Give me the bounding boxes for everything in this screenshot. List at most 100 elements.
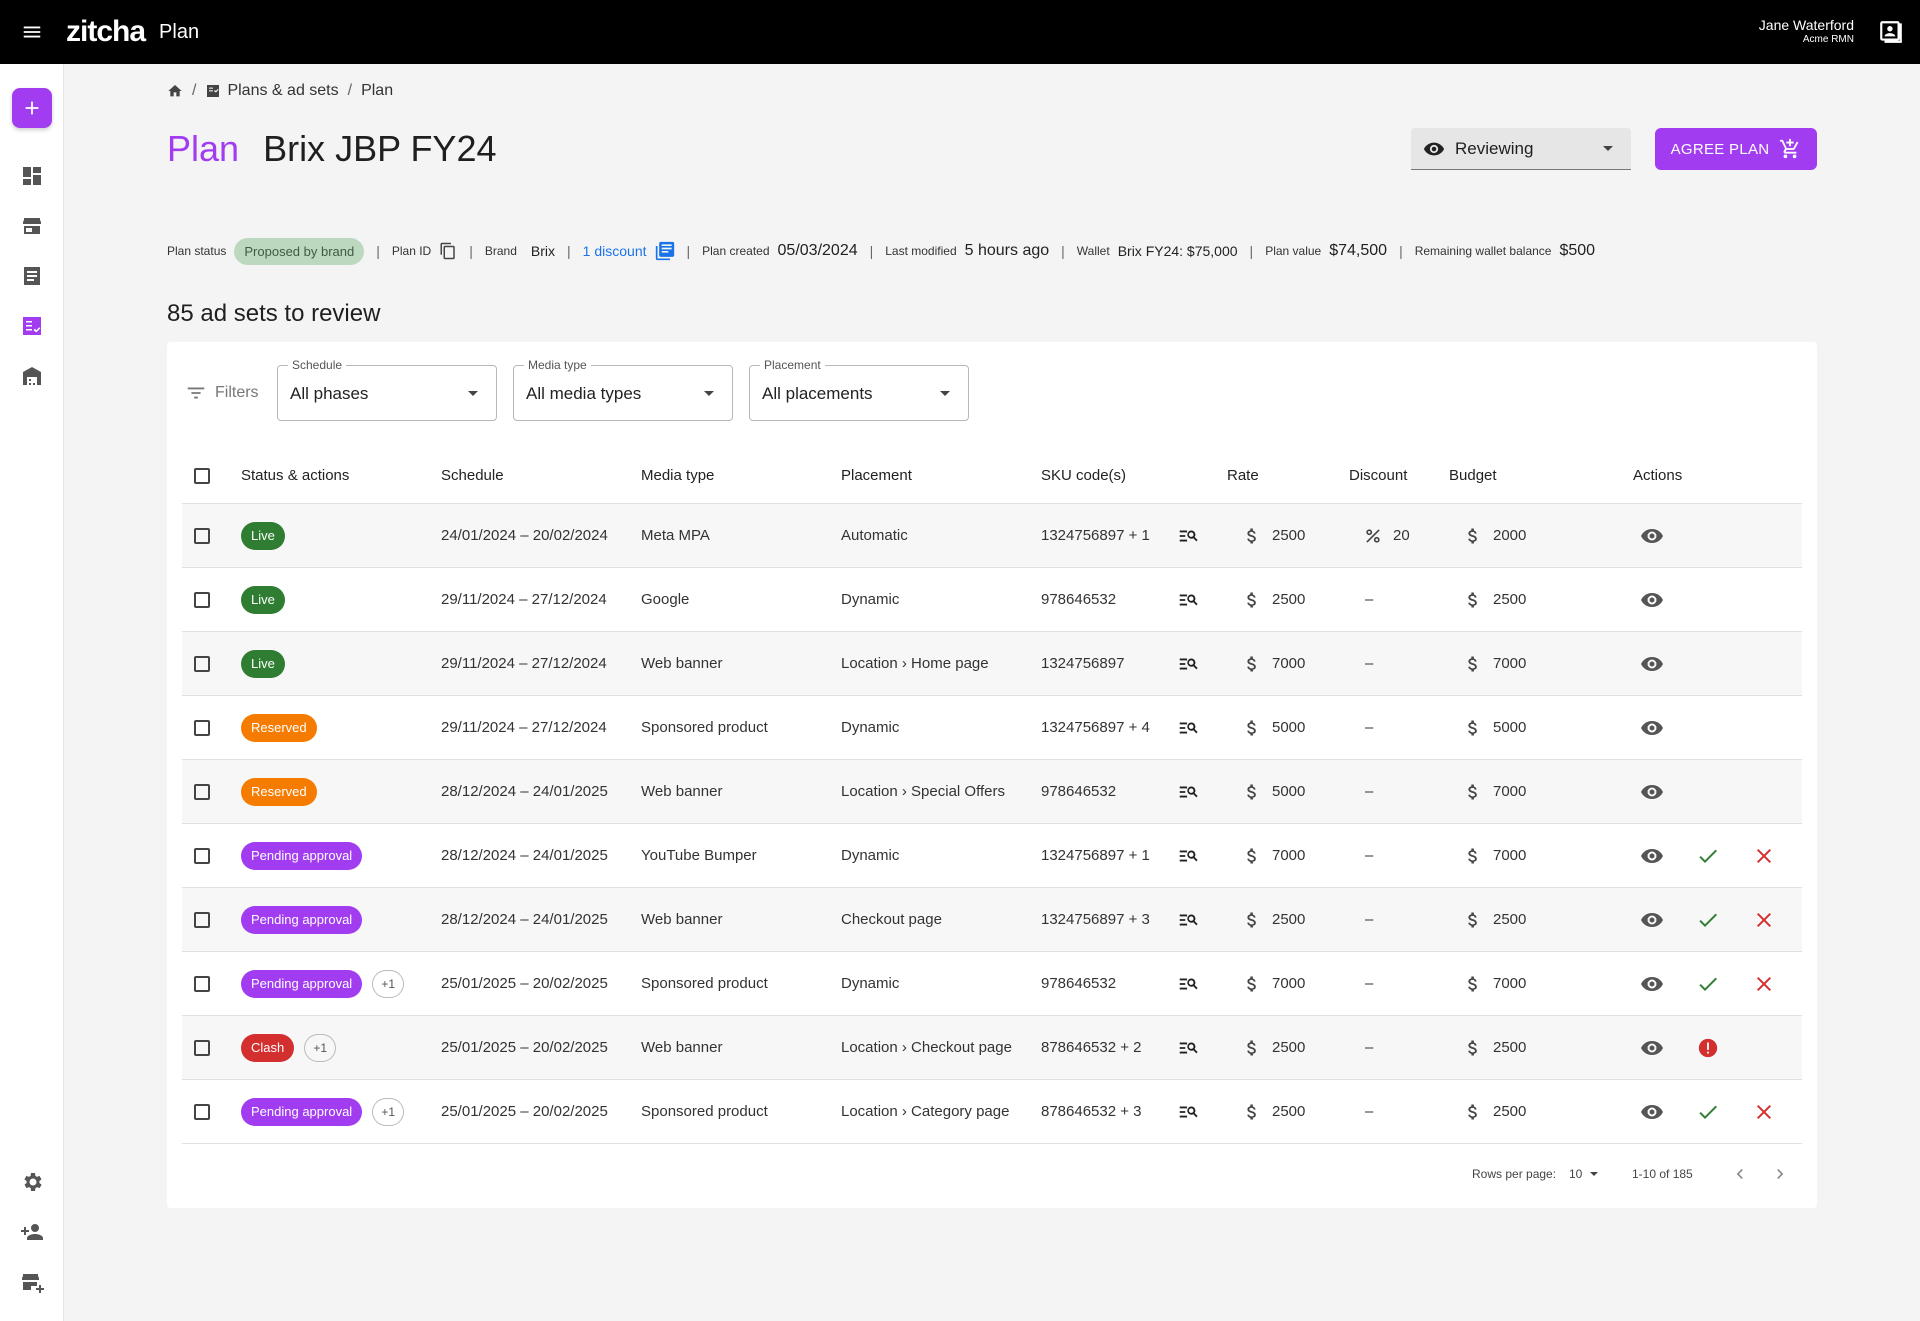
budget-value: 7000 <box>1493 655 1527 672</box>
placement-filter-select[interactable]: Placement All placements <box>749 358 969 421</box>
sku-search-icon[interactable] <box>1177 568 1199 631</box>
status-badge[interactable]: Reserved <box>241 713 317 742</box>
chevron-right-icon[interactable] <box>1770 1164 1790 1184</box>
approve-button[interactable] <box>1696 1080 1720 1143</box>
rate-value: 5000 <box>1272 719 1306 736</box>
schedule-cell: 25/01/2025 – 20/02/2025 <box>441 975 608 992</box>
dollar-icon <box>1463 782 1483 802</box>
view-button[interactable] <box>1640 824 1664 887</box>
media-type-cell: Web banner <box>641 655 723 672</box>
table-row: Live 29/11/2024 – 27/12/2024 Web banner Loc… <box>182 632 1802 696</box>
view-button[interactable] <box>1640 888 1664 951</box>
plan-icon[interactable] <box>20 314 44 338</box>
discount-value: – <box>1365 847 1374 864</box>
row-checkbox[interactable] <box>194 527 210 544</box>
sku-search-icon[interactable] <box>1177 824 1199 887</box>
breadcrumb-plans-link[interactable]: Plans & ad sets <box>205 82 339 100</box>
media-type-filter-value: All media types <box>526 384 642 403</box>
create-button[interactable] <box>12 88 52 128</box>
view-button[interactable] <box>1640 760 1664 823</box>
select-all-checkbox[interactable] <box>194 467 210 484</box>
sku-cell: 1324756897 + 3 <box>1041 911 1150 928</box>
status-badge[interactable]: Live <box>241 521 285 550</box>
schedule-cell: 28/12/2024 – 24/01/2025 <box>441 783 608 800</box>
reject-button[interactable] <box>1752 888 1776 951</box>
sku-search-icon[interactable] <box>1177 1016 1199 1079</box>
dollar-icon <box>1242 654 1262 674</box>
reject-button[interactable] <box>1752 1080 1776 1143</box>
row-checkbox[interactable] <box>194 975 210 992</box>
extra-status-chip[interactable]: +1 <box>372 1097 405 1126</box>
view-button[interactable] <box>1640 568 1664 631</box>
row-checkbox[interactable] <box>194 783 210 800</box>
meta-divider: | <box>1061 243 1065 259</box>
home-icon[interactable] <box>167 83 183 99</box>
row-checkbox[interactable] <box>194 655 210 672</box>
media-type-filter-label: Media type <box>524 358 591 372</box>
sku-search-icon[interactable] <box>1177 632 1199 695</box>
view-button[interactable] <box>1640 952 1664 1015</box>
status-badge[interactable]: Pending approval <box>241 841 363 870</box>
approve-button[interactable] <box>1696 888 1720 951</box>
sku-search-icon[interactable] <box>1177 952 1199 1015</box>
row-checkbox-cell <box>194 504 210 567</box>
warehouse-icon[interactable] <box>20 364 44 388</box>
view-button[interactable] <box>1640 696 1664 759</box>
settings-icon[interactable] <box>20 1170 44 1194</box>
media-type-cell: Google <box>641 591 690 608</box>
sku-search-icon[interactable] <box>1177 696 1199 759</box>
view-button[interactable] <box>1640 632 1664 695</box>
status-badge[interactable]: Live <box>241 585 285 614</box>
status-badge[interactable]: Pending approval <box>241 1097 363 1126</box>
discount-value: – <box>1365 719 1374 736</box>
dollar-icon <box>1242 1102 1262 1122</box>
eye-icon <box>1423 142 1445 155</box>
sku-search-icon[interactable] <box>1177 1080 1199 1143</box>
reject-button[interactable] <box>1752 952 1776 1015</box>
reject-button[interactable] <box>1752 824 1776 887</box>
status-badge[interactable]: Pending approval <box>241 905 363 934</box>
row-checkbox[interactable] <box>194 719 210 736</box>
discount-link[interactable]: 1 discount <box>583 241 675 261</box>
app-logo[interactable]: zitcha <box>66 15 146 48</box>
rows-per-page-select[interactable]: 10 <box>1569 1154 1599 1194</box>
approve-button[interactable] <box>1696 952 1720 1015</box>
meta-divider: | <box>869 243 874 259</box>
chevron-left-icon[interactable] <box>1730 1164 1750 1184</box>
discount-value: 20 <box>1393 527 1410 544</box>
view-button[interactable] <box>1640 1016 1664 1079</box>
extra-status-chip[interactable]: +1 <box>304 1033 337 1062</box>
view-button[interactable] <box>1640 504 1664 567</box>
status-badge[interactable]: Live <box>241 649 285 678</box>
copy-icon[interactable] <box>439 242 457 260</box>
view-button[interactable] <box>1640 1080 1664 1143</box>
list-icon[interactable] <box>20 264 44 288</box>
store-icon[interactable] <box>20 214 44 238</box>
person-add-icon[interactable] <box>20 1220 44 1244</box>
status-badge[interactable]: Pending approval <box>241 969 363 998</box>
row-checkbox[interactable] <box>194 1039 210 1056</box>
dollar-icon <box>1242 1038 1262 1058</box>
agree-plan-button[interactable]: AGREE PLAN <box>1655 128 1817 170</box>
sku-search-icon[interactable] <box>1177 504 1199 567</box>
row-checkbox[interactable] <box>194 847 210 864</box>
status-badge[interactable]: Reserved <box>241 777 317 806</box>
store-add-icon[interactable] <box>20 1270 44 1294</box>
status-badge[interactable]: Clash <box>241 1033 295 1062</box>
row-checkbox[interactable] <box>194 591 210 608</box>
sku-search-icon[interactable] <box>1177 888 1199 951</box>
account-box-icon[interactable] <box>1878 19 1904 45</box>
clash-error-icon[interactable] <box>1697 1016 1719 1079</box>
sku-search-icon[interactable] <box>1177 760 1199 823</box>
schedule-filter-select[interactable]: Schedule All phases <box>277 358 497 421</box>
row-checkbox[interactable] <box>194 911 210 928</box>
media-type-filter-select[interactable]: Media type All media types <box>513 358 733 421</box>
row-checkbox[interactable] <box>194 1103 210 1120</box>
status-cell: Clash +1 <box>241 1016 337 1079</box>
extra-status-chip[interactable]: +1 <box>372 969 405 998</box>
filters-button[interactable]: Filters <box>185 382 259 404</box>
review-status-select[interactable]: Reviewing <box>1411 128 1631 170</box>
menu-icon[interactable] <box>0 0 64 64</box>
approve-button[interactable] <box>1696 824 1720 887</box>
dashboard-icon[interactable] <box>20 164 44 188</box>
